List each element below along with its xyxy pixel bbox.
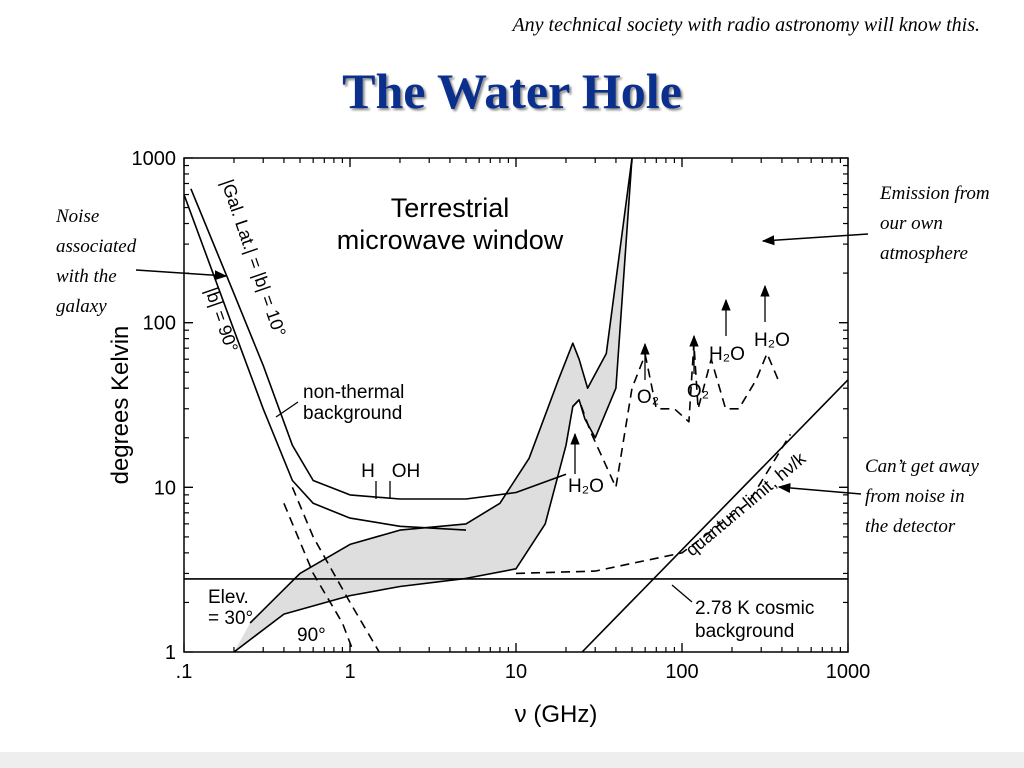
series-line-atmosphere-30 <box>249 158 633 624</box>
nonthermal-label-line2: background <box>303 403 402 424</box>
nonthermal-label-line1: non-thermal <box>303 382 404 403</box>
o2-60ghz-label: O₂ <box>637 387 659 408</box>
y-tick-label: 100 <box>143 313 176 335</box>
galaxy-noise-note: Noise associated with the galaxy <box>56 202 136 322</box>
galaxy-note-line: associated <box>56 236 137 257</box>
gal-lat-90-label: |b| = 90° <box>201 285 242 355</box>
series-line-galactic-only-10 <box>291 486 380 652</box>
y-axis-label: degrees Kelvin <box>107 326 134 485</box>
y-tick-label: 1 <box>165 642 176 664</box>
cmb-label-line2: background <box>695 621 794 642</box>
cmb-label-line1: 2.78 K cosmic <box>695 598 814 619</box>
series-line-quantum-line <box>581 379 848 652</box>
atmosphere-note-line: our own <box>880 213 943 234</box>
elevation-label-line2: = 30° <box>208 608 253 629</box>
elevation-90-label: 90° <box>297 625 326 646</box>
series-line-b-10 <box>190 188 567 500</box>
series-line-atmosphere-dashed <box>572 342 779 489</box>
nonthermal-pointer <box>275 401 299 418</box>
atmosphere-note-arrow <box>761 233 869 246</box>
window-label-line1: Terrestrial <box>391 193 510 223</box>
x-tick-label: .1 <box>176 661 193 683</box>
y-tick-label: 10 <box>154 477 176 499</box>
galaxy-note-line: Noise <box>56 206 100 227</box>
galaxy-note-line: galaxy <box>56 296 107 317</box>
curve-group <box>184 158 848 652</box>
detector-noise-note: Can’t get away from noise in the detecto… <box>865 452 979 542</box>
x-tick-label: 10 <box>505 661 527 683</box>
y-tick-label: 1000 <box>132 148 177 170</box>
detector-note-arrow <box>777 482 862 495</box>
footer-band <box>0 752 1024 768</box>
h2o-183ghz-label: H₂O <box>709 344 745 365</box>
oh-line-label: OH <box>392 461 421 482</box>
series-line-b-90 <box>184 194 467 531</box>
x-tick-label: 1000 <box>826 661 871 683</box>
galaxy-note-line: with the <box>56 266 117 287</box>
cmb-pointer <box>671 584 693 603</box>
atmosphere-emission-note: Emission from our own atmosphere <box>880 178 990 268</box>
detector-note-line: Can’t get away <box>865 456 979 477</box>
atmosphere-fill-group <box>234 158 632 652</box>
tick-group <box>183 157 849 653</box>
quantum-limit-label: quantum limit, hν/k <box>682 448 811 560</box>
atmosphere-note-line: Emission from <box>880 183 990 204</box>
slide-title: The Water Hole <box>342 63 682 119</box>
o2-118ghz-label: O₂ <box>687 381 709 402</box>
atmosphere-note-line: atmosphere <box>880 243 968 264</box>
window-label-line2: microwave window <box>337 225 564 255</box>
galaxy-note-arrow <box>135 269 228 281</box>
slide-tagline: Any technical society with radio astrono… <box>512 14 980 36</box>
h2o-22ghz-label: H₂O <box>568 476 604 497</box>
detector-note-line: the detector <box>865 516 956 537</box>
detector-note-line: from noise in <box>865 486 965 507</box>
x-axis-label: ν (GHz) <box>515 701 598 728</box>
series-line-atmosphere-90 <box>233 158 633 652</box>
h2o-325ghz-label: H₂O <box>754 330 790 351</box>
elevation-label-line1: Elev. <box>208 587 249 608</box>
x-tick-label: 1 <box>344 661 355 683</box>
series-line-galactic-only-90 <box>283 502 355 652</box>
atmosphere-band-fill <box>234 158 632 652</box>
series-line-quantum-limit-h-k <box>515 433 792 575</box>
x-tick-label: 100 <box>665 661 698 683</box>
hydrogen-line-label: H <box>361 461 375 482</box>
